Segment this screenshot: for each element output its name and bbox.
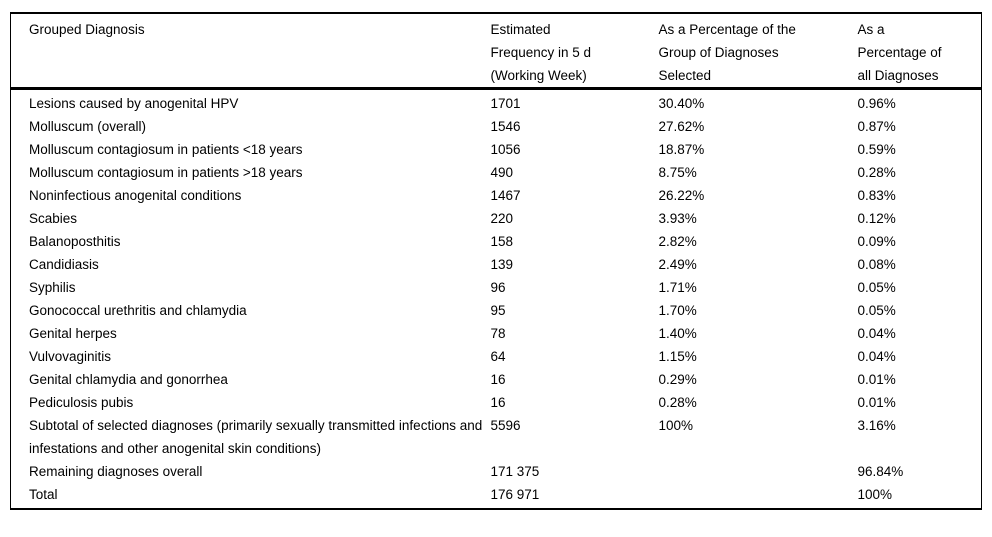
table-row: Remaining diagnoses overall 171 375 96.84% xyxy=(11,460,982,483)
cell-estimated-frequency: 1467 xyxy=(490,188,521,203)
table-row: Balanoposthitis 158 2.82% 0.09% xyxy=(11,230,982,253)
table-container: Grouped Diagnosis Estimated Frequency in… xyxy=(10,12,982,510)
cell-estimated-frequency: 95 xyxy=(490,303,506,318)
cell-pct-all: 0.96% xyxy=(857,96,896,111)
cell-pct-all: 0.59% xyxy=(857,142,896,157)
cell-pct-group: 1.15% xyxy=(658,349,697,364)
cell-pct-group xyxy=(659,483,858,509)
table-row: Genital herpes 78 1.40% 0.04% xyxy=(11,322,982,345)
cell-estimated-frequency: 171 375 xyxy=(490,464,540,479)
table-row: Gonococcal urethritis and chlamydia 95 1.7… xyxy=(11,299,982,322)
cell-diagnosis: Genital herpes xyxy=(29,326,117,341)
table-body: Lesions caused by anogenital HPV 1701 30.4… xyxy=(11,89,982,510)
table-row: Molluscum contagiosum in patients <18 ye… xyxy=(11,138,982,161)
cell-estimated-frequency: 16 xyxy=(490,395,506,410)
cell-pct-group: 26.22% xyxy=(658,188,705,203)
cell-estimated-frequency: 220 xyxy=(490,211,514,226)
cell-pct-all: 0.83% xyxy=(857,188,896,203)
cell-diagnosis: Total xyxy=(29,487,58,502)
cell-diagnosis: Scabies xyxy=(29,211,78,226)
header-row: Grouped Diagnosis Estimated Frequency in… xyxy=(10,13,982,90)
cell-diagnosis: Noninfectious anogenital conditions xyxy=(29,188,242,203)
table-header: Grouped Diagnosis Estimated Frequency in… xyxy=(10,13,982,90)
col-header-estimated-frequency: Estimated Frequency in 5 d (Working Week… xyxy=(490,13,659,90)
cell-pct-group: 0.29% xyxy=(658,372,697,387)
cell-estimated-frequency: 64 xyxy=(490,349,506,364)
cell-pct-group: 2.82% xyxy=(658,234,697,249)
table-row: Scabies 220 3.93% 0.12% xyxy=(11,207,982,230)
cell-estimated-frequency: 1056 xyxy=(490,142,521,157)
table-row: Lesions caused by anogenital HPV 1701 30.4… xyxy=(11,89,982,116)
cell-diagnosis: Remaining diagnoses overall xyxy=(29,464,203,479)
cell-pct-group: 1.71% xyxy=(658,280,697,295)
cell-pct-all: 0.01% xyxy=(857,395,896,410)
cell-diagnosis: Genital chlamydia and gonorrhea xyxy=(29,372,228,387)
cell-pct-all: 0.09% xyxy=(857,234,896,249)
cell-pct-all: 0.08% xyxy=(857,257,896,272)
col-header-pct-all: As a Percentage of all Diagnoses xyxy=(857,13,982,90)
cell-estimated-frequency: 139 xyxy=(490,257,514,272)
cell-diagnosis: Lesions caused by anogenital HPV xyxy=(29,96,239,111)
cell-pct-all: 0.05% xyxy=(857,280,896,295)
cell-pct-all: 0.01% xyxy=(857,372,896,387)
table-row: Pediculosis pubis 16 0.28% 0.01% xyxy=(11,391,982,414)
col-header-grouped-diagnosis: Grouped Diagnosis xyxy=(10,13,491,90)
table-row: Genital chlamydia and gonorrhea 16 0.29% 0.… xyxy=(11,368,982,391)
cell-pct-all: 0.04% xyxy=(857,326,896,341)
cell-diagnosis: Candidiasis xyxy=(29,257,99,272)
cell-diagnosis: Subtotal of selected diagnoses (primaril… xyxy=(29,418,483,456)
table-row: Molluscum (overall) 1546 27.62% 0.87% xyxy=(11,115,982,138)
cell-diagnosis: Syphilis xyxy=(29,280,76,295)
cell-estimated-frequency: 490 xyxy=(490,165,514,180)
cell-pct-group: 1.70% xyxy=(658,303,697,318)
col-header-pct-group: As a Percentage of the Group of Diagnose… xyxy=(658,13,858,90)
cell-pct-group: 1.40% xyxy=(658,326,697,341)
cell-pct-all: 0.28% xyxy=(857,165,896,180)
cell-estimated-frequency: 5596 xyxy=(490,418,521,433)
cell-estimated-frequency: 1546 xyxy=(490,119,521,134)
cell-estimated-frequency: 16 xyxy=(490,372,506,387)
cell-estimated-frequency: 158 xyxy=(490,234,514,249)
cell-pct-all: 3.16% xyxy=(857,418,896,433)
cell-pct-group: 18.87% xyxy=(658,142,705,157)
cell-diagnosis: Molluscum contagiosum in patients <18 ye… xyxy=(29,142,303,157)
grouped-diagnosis-table: Grouped Diagnosis Estimated Frequency in… xyxy=(10,12,982,510)
cell-pct-group: 27.62% xyxy=(658,119,705,134)
cell-estimated-frequency: 176 971 xyxy=(490,487,540,502)
table-row: Subtotal of selected diagnoses (primaril… xyxy=(11,414,982,460)
cell-pct-group: 2.49% xyxy=(658,257,697,272)
cell-pct-all: 0.12% xyxy=(857,211,896,226)
cell-pct-group: 100% xyxy=(658,418,694,433)
cell-estimated-frequency: 1701 xyxy=(490,96,521,111)
cell-pct-group xyxy=(659,460,858,483)
table-row: Vulvovaginitis 64 1.15% 0.04% xyxy=(11,345,982,368)
cell-estimated-frequency: 96 xyxy=(490,280,506,295)
cell-pct-all: 96.84% xyxy=(857,464,904,479)
cell-diagnosis: Gonococcal urethritis and chlamydia xyxy=(29,303,247,318)
cell-estimated-frequency: 78 xyxy=(490,326,506,341)
table-row: Noninfectious anogenital conditions 1467 2… xyxy=(11,184,982,207)
cell-pct-all: 0.05% xyxy=(857,303,896,318)
cell-diagnosis: Molluscum contagiosum in patients >18 ye… xyxy=(29,165,303,180)
cell-diagnosis: Pediculosis pubis xyxy=(29,395,134,410)
table-row: Syphilis 96 1.71% 0.05% xyxy=(11,276,982,299)
cell-pct-all: 100% xyxy=(857,487,893,502)
cell-pct-group: 0.28% xyxy=(658,395,697,410)
cell-pct-group: 3.93% xyxy=(658,211,697,226)
cell-pct-group: 8.75% xyxy=(658,165,697,180)
table-row: Molluscum contagiosum in patients >18 ye… xyxy=(11,161,982,184)
table-row: Candidiasis 139 2.49% 0.08% xyxy=(11,253,982,276)
cell-pct-group: 30.40% xyxy=(658,96,705,111)
cell-diagnosis: Molluscum (overall) xyxy=(29,119,147,134)
cell-pct-all: 0.87% xyxy=(857,119,896,134)
cell-pct-all: 0.04% xyxy=(857,349,896,364)
cell-diagnosis: Balanoposthitis xyxy=(29,234,121,249)
cell-diagnosis: Vulvovaginitis xyxy=(29,349,112,364)
table-row: Total 176 971 100% xyxy=(11,483,982,509)
